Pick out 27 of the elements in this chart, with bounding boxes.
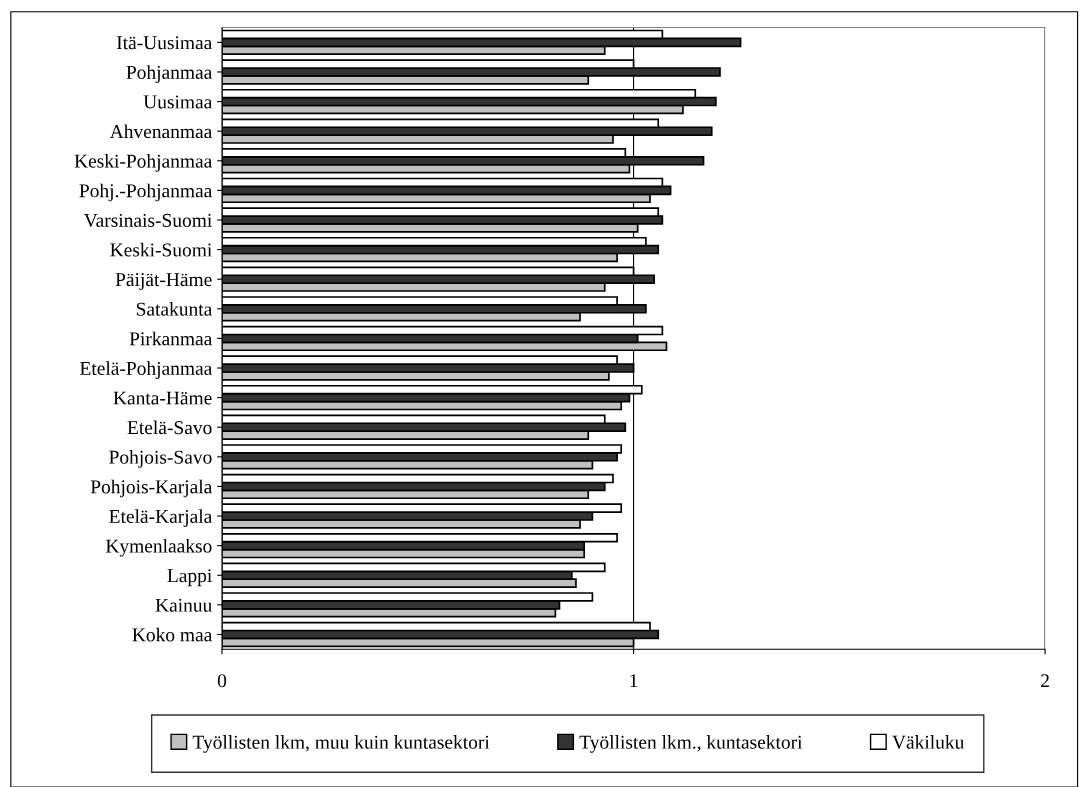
y-tick-label: Etelä-Savo	[127, 420, 212, 435]
legend-label: Väkiluku	[892, 735, 964, 749]
y-tick-label: Lappi	[167, 569, 212, 587]
y-tick-label: Etelä-Karjala	[109, 509, 213, 527]
y-tick-label: Kymenlaakso	[105, 538, 212, 557]
x-tick-label: 1	[630, 674, 638, 688]
legend-label: Työllisten lkm., kuntasektori	[579, 735, 803, 753]
y-tick-label: Pohj.-Pohjanmaa	[79, 183, 213, 202]
y-tick-label: Etelä-Pohjanmaa	[80, 361, 213, 379]
y-tick-label: Pohjanmaa	[126, 65, 213, 83]
y-tick-label: Koko maa	[132, 627, 213, 642]
y-tick-label: Kainuu	[155, 598, 212, 612]
y-tick-label: Kanta-Häme	[113, 391, 212, 405]
y-tick-label: Itä-Uusimaa	[116, 36, 213, 50]
y-tick-label: Satakunta	[136, 302, 213, 316]
y-tick-label: Keski-Suomi	[110, 242, 212, 257]
y-tick-label: Ahvenanmaa	[109, 124, 213, 139]
y-tick-label: Pohjois-Karjala	[90, 479, 213, 498]
y-tick-label: Päijät-Häme	[115, 273, 212, 291]
y-tick-label: Uusimaa	[143, 95, 213, 109]
y-tick-label: Keski-Pohjanmaa	[74, 154, 213, 172]
y-tick-label: Pohjois-Savo	[109, 450, 212, 468]
y-tick-label: Varsinais-Suomi	[83, 213, 212, 228]
x-tick-label: 0	[217, 674, 227, 688]
x-tick-label: 2	[1041, 674, 1049, 688]
legend-label: Työllisten lkm, muu kuin kuntasektori	[192, 735, 490, 753]
y-tick-label: Pirkanmaa	[129, 331, 213, 346]
